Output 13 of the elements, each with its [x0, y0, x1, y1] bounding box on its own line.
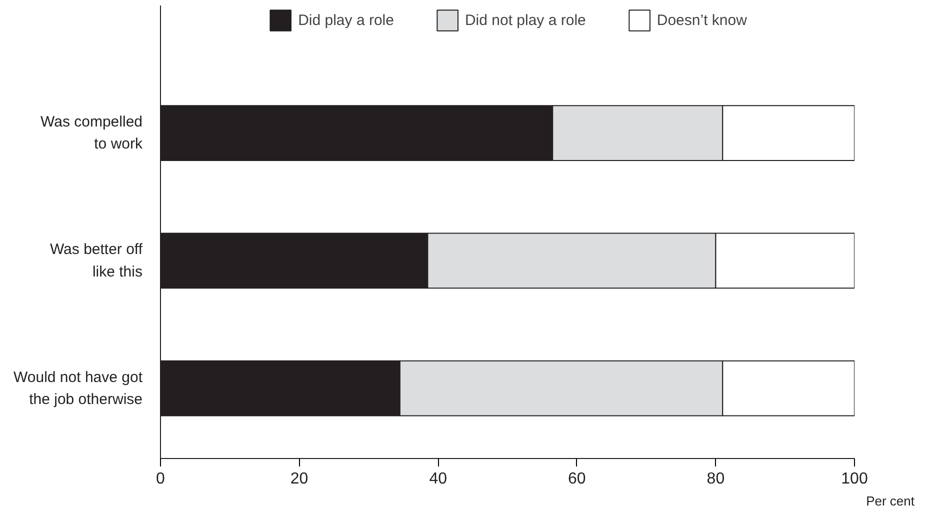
y-tick-label: Was compelled to work: [40, 114, 143, 153]
x-tick-label: 20: [290, 470, 308, 488]
legend-label: Did not play a role: [464, 12, 586, 28]
x-tick-label: 60: [568, 470, 586, 488]
y-tick-label: Was better off like this: [50, 241, 144, 280]
x-tick-label: 0: [156, 470, 166, 488]
x-tick-label: 40: [429, 470, 448, 488]
legend-label: Did play a role: [298, 12, 394, 28]
y-tick-label: Would not have got the job otherwise: [14, 368, 144, 408]
x-tick-label: 80: [706, 470, 725, 488]
x-tick-label: 100: [841, 470, 868, 488]
legend-label: Doesn’t know: [656, 12, 747, 28]
x-axis-title: Per cent: [866, 494, 915, 508]
